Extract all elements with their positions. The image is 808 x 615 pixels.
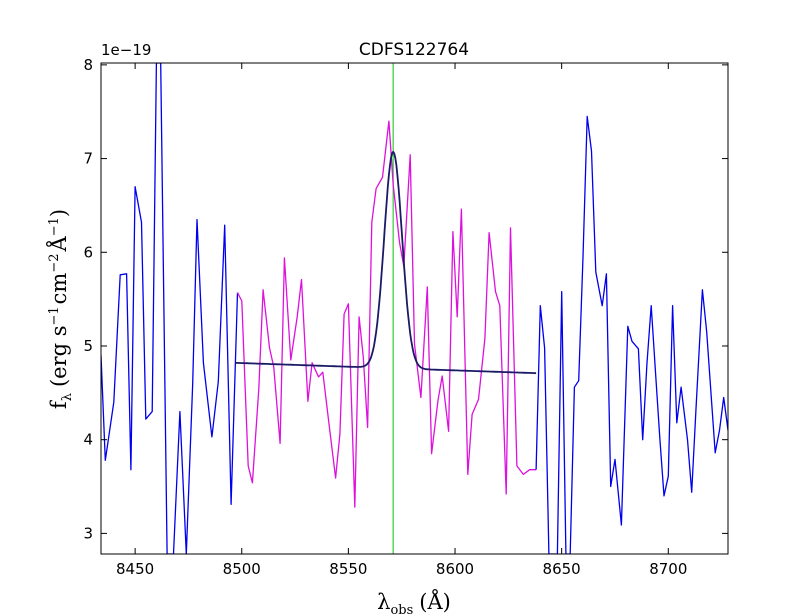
chart-title: CDFS122764 [359, 40, 469, 60]
x-tick-label: 8600 [436, 560, 474, 578]
x-tick-label: 8650 [543, 560, 581, 578]
y-unit-part-1: −1 [47, 306, 62, 325]
spectrum-series-0 [101, 63, 239, 554]
y-tick-label: 7 [83, 150, 93, 168]
x-axis-unit: (Å) [419, 589, 451, 614]
y-offset-text: 1e−19 [101, 41, 151, 59]
series-layer [101, 63, 728, 554]
y-tick-label: 6 [83, 243, 93, 261]
x-axis-symbol: λ [377, 590, 390, 614]
y-unit-part-6: ) [47, 209, 71, 217]
fit-curve [235, 150, 537, 375]
x-axis-label: λobs (Å) [377, 589, 451, 615]
y-unit-part-5: −1 [47, 217, 62, 236]
y-axis-label: fλ(erg s−1cm−2Å−1) [46, 209, 75, 409]
spectrum-series-1 [236, 120, 537, 508]
y-unit-part-4: Å [46, 235, 71, 252]
y-tick-label: 5 [83, 337, 93, 355]
y-tick-label: 4 [83, 431, 93, 449]
y-axis-symbol: f [47, 399, 71, 409]
y-unit-part-2: cm [47, 273, 71, 305]
y-axis: 3 4 5 6 7 8 [83, 56, 728, 542]
y-unit-part-3: −2 [47, 253, 62, 272]
y-axis-subscript: λ [60, 393, 75, 401]
x-tick-label: 8550 [329, 560, 367, 578]
x-tick-label: 8450 [116, 560, 154, 578]
x-axis-subscript: obs [390, 603, 413, 615]
y-tick-label: 3 [83, 524, 93, 542]
y-unit-part-0: (erg s [47, 325, 71, 387]
x-axis: 8450 8500 8550 8600 8650 8700 [116, 63, 687, 578]
spectrum-series-2 [535, 115, 728, 554]
x-tick-label: 8500 [223, 560, 261, 578]
plot-frame [100, 62, 729, 555]
y-tick-label: 8 [83, 56, 93, 74]
x-tick-label: 8700 [649, 560, 687, 578]
